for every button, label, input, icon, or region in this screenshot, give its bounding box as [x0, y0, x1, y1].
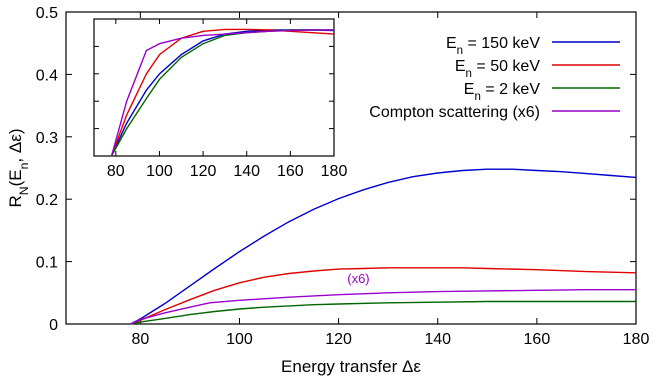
series-line-3: [130, 289, 636, 325]
inset-x-tick-label: 160: [277, 163, 304, 180]
x-tick-label: 80: [131, 331, 149, 348]
plot-frame: [65, 11, 637, 325]
legend-label-1: En = 50 keV: [455, 58, 540, 80]
x-tick-label: 180: [623, 331, 650, 348]
inset-series-line-3: [110, 29, 334, 157]
inset-x-tick-label: 100: [146, 163, 173, 180]
series-line-0: [130, 168, 637, 325]
y-tick-label: 0: [49, 317, 58, 334]
x-axis-label: Energy transfer Δε: [281, 357, 421, 376]
x-tick-label: 120: [325, 331, 352, 348]
x-tick-label: 140: [424, 331, 451, 348]
x-tick-label: 160: [524, 331, 551, 348]
main-plot: 80 100 120 140 160 180 0 0.1 0.2 0.3 0.4 0.5 Energy …: [6, 5, 649, 376]
series-line-2: [130, 300, 636, 325]
inset-x-tick-label: 120: [190, 163, 217, 180]
annotation-x6: (x6): [347, 271, 369, 286]
inset-plot: 80 100 120 140 160 180: [93, 18, 348, 180]
inset-x-tick-label: 80: [107, 163, 125, 180]
y-tick-label: 0.3: [36, 130, 58, 147]
y-tick-label: 0.5: [36, 5, 58, 22]
legend-label-2: En = 2 keV: [464, 81, 541, 103]
y-tick-label: 0.4: [36, 67, 58, 84]
y-tick-label: 0.1: [36, 255, 58, 272]
legend-label-3: Compton scattering (x6): [369, 104, 540, 121]
series-line-1: [130, 267, 637, 325]
inset-x-tick-label: 140: [233, 163, 260, 180]
inset-series-line-1: [110, 28, 335, 157]
inset-frame: [93, 18, 335, 157]
x-tick-label: 100: [226, 331, 253, 348]
legend-label-0: En = 150 keV: [446, 35, 540, 57]
y-axis-label: RN(En, Δε): [6, 129, 31, 208]
inset-x-tick-label: 180: [321, 163, 348, 180]
y-tick-label: 0.2: [36, 192, 58, 209]
